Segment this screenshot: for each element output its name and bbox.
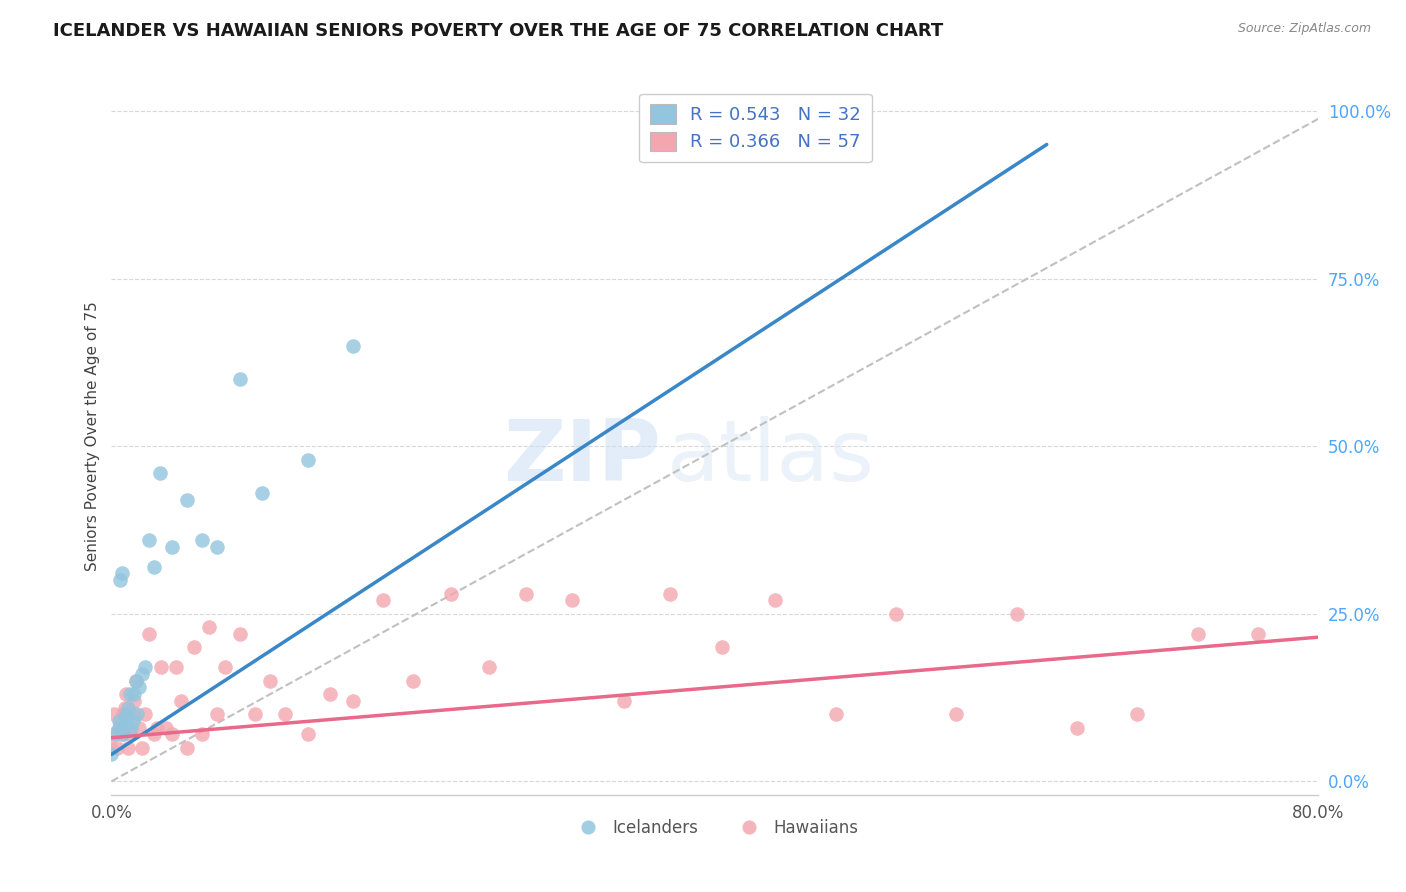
- Point: [134, 707, 156, 722]
- Point: [191, 533, 214, 547]
- Point: [134, 660, 156, 674]
- Point: [160, 540, 183, 554]
- Point: [243, 707, 266, 722]
- Point: [142, 559, 165, 574]
- Point: [342, 338, 364, 352]
- Point: [191, 727, 214, 741]
- Point: [644, 103, 666, 118]
- Point: [477, 660, 499, 674]
- Point: [228, 372, 250, 386]
- Point: [160, 727, 183, 741]
- Point: [111, 566, 134, 581]
- Point: [297, 452, 319, 467]
- Point: [155, 721, 177, 735]
- Point: [198, 620, 221, 634]
- Point: [128, 681, 150, 695]
- Point: [274, 707, 297, 722]
- Point: [110, 714, 132, 728]
- Point: [150, 660, 173, 674]
- Point: [560, 593, 582, 607]
- Point: [170, 694, 193, 708]
- Point: [763, 593, 786, 607]
- Point: [100, 747, 122, 762]
- Point: [1066, 721, 1088, 735]
- Point: [1247, 627, 1270, 641]
- Text: ZIP: ZIP: [503, 416, 661, 500]
- Point: [124, 673, 146, 688]
- Point: [297, 727, 319, 741]
- Legend: Icelanders, Hawaiians: Icelanders, Hawaiians: [564, 813, 865, 844]
- Point: [107, 740, 129, 755]
- Text: Source: ZipAtlas.com: Source: ZipAtlas.com: [1237, 22, 1371, 36]
- Point: [128, 721, 150, 735]
- Point: [165, 660, 187, 674]
- Point: [945, 707, 967, 722]
- Point: [100, 740, 122, 755]
- Point: [124, 673, 146, 688]
- Point: [108, 721, 131, 735]
- Point: [613, 694, 636, 708]
- Point: [205, 540, 228, 554]
- Point: [108, 721, 131, 735]
- Point: [176, 492, 198, 507]
- Point: [110, 573, 132, 587]
- Point: [149, 466, 172, 480]
- Point: [183, 640, 205, 655]
- Point: [122, 694, 145, 708]
- Point: [176, 740, 198, 755]
- Point: [131, 667, 153, 681]
- Point: [118, 687, 141, 701]
- Point: [658, 586, 681, 600]
- Point: [121, 714, 143, 728]
- Point: [145, 721, 167, 735]
- Point: [120, 721, 142, 735]
- Text: ICELANDER VS HAWAIIAN SENIORS POVERTY OVER THE AGE OF 75 CORRELATION CHART: ICELANDER VS HAWAIIAN SENIORS POVERTY OV…: [53, 22, 943, 40]
- Point: [125, 707, 148, 722]
- Point: [342, 694, 364, 708]
- Point: [214, 660, 236, 674]
- Y-axis label: Seniors Poverty Over the Age of 75: Seniors Poverty Over the Age of 75: [86, 301, 100, 571]
- Point: [371, 593, 394, 607]
- Point: [112, 707, 135, 722]
- Point: [115, 714, 138, 728]
- Point: [131, 740, 153, 755]
- Point: [1187, 627, 1209, 641]
- Point: [138, 627, 160, 641]
- Point: [205, 707, 228, 722]
- Point: [121, 707, 143, 722]
- Point: [117, 700, 139, 714]
- Point: [402, 673, 425, 688]
- Point: [515, 586, 537, 600]
- Point: [824, 707, 846, 722]
- Point: [114, 700, 136, 714]
- Point: [104, 727, 127, 741]
- Point: [228, 627, 250, 641]
- Point: [115, 687, 138, 701]
- Point: [111, 727, 134, 741]
- Point: [114, 721, 136, 735]
- Point: [440, 586, 463, 600]
- Point: [884, 607, 907, 621]
- Point: [103, 707, 125, 722]
- Point: [259, 673, 281, 688]
- Point: [1005, 607, 1028, 621]
- Point: [138, 533, 160, 547]
- Point: [319, 687, 342, 701]
- Point: [252, 486, 274, 500]
- Point: [711, 640, 734, 655]
- Text: atlas: atlas: [666, 416, 875, 500]
- Point: [115, 707, 138, 722]
- Point: [142, 727, 165, 741]
- Point: [108, 714, 131, 728]
- Point: [117, 740, 139, 755]
- Point: [122, 687, 145, 701]
- Point: [118, 727, 141, 741]
- Point: [1126, 707, 1149, 722]
- Point: [101, 727, 124, 741]
- Point: [112, 727, 135, 741]
